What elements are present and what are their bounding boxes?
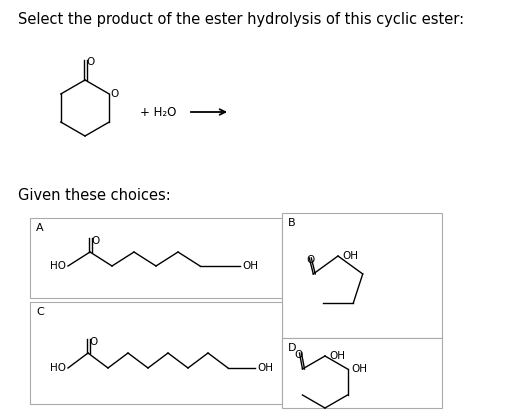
Text: OH: OH <box>342 251 358 261</box>
Bar <box>30 302 282 404</box>
Text: O: O <box>306 255 315 265</box>
Text: O: O <box>86 57 94 67</box>
Text: OH: OH <box>329 351 345 361</box>
Text: O: O <box>89 337 97 347</box>
Bar <box>282 338 442 408</box>
Text: C: C <box>36 307 44 317</box>
Text: OH: OH <box>351 364 367 374</box>
Text: Given these choices:: Given these choices: <box>18 188 171 203</box>
Text: O: O <box>91 236 99 246</box>
Text: OH: OH <box>242 261 258 271</box>
Text: Select the product of the ester hydrolysis of this cyclic ester:: Select the product of the ester hydrolys… <box>18 12 464 27</box>
Text: A: A <box>36 223 44 233</box>
Text: O: O <box>110 89 118 99</box>
Bar <box>30 218 282 298</box>
Text: OH: OH <box>257 363 273 373</box>
Text: HO: HO <box>50 363 66 373</box>
Text: B: B <box>288 218 295 228</box>
Bar <box>282 213 442 338</box>
Text: HO: HO <box>50 261 66 271</box>
Text: O: O <box>294 350 303 360</box>
Text: D: D <box>288 343 296 353</box>
Text: + H₂O: + H₂O <box>140 105 176 119</box>
